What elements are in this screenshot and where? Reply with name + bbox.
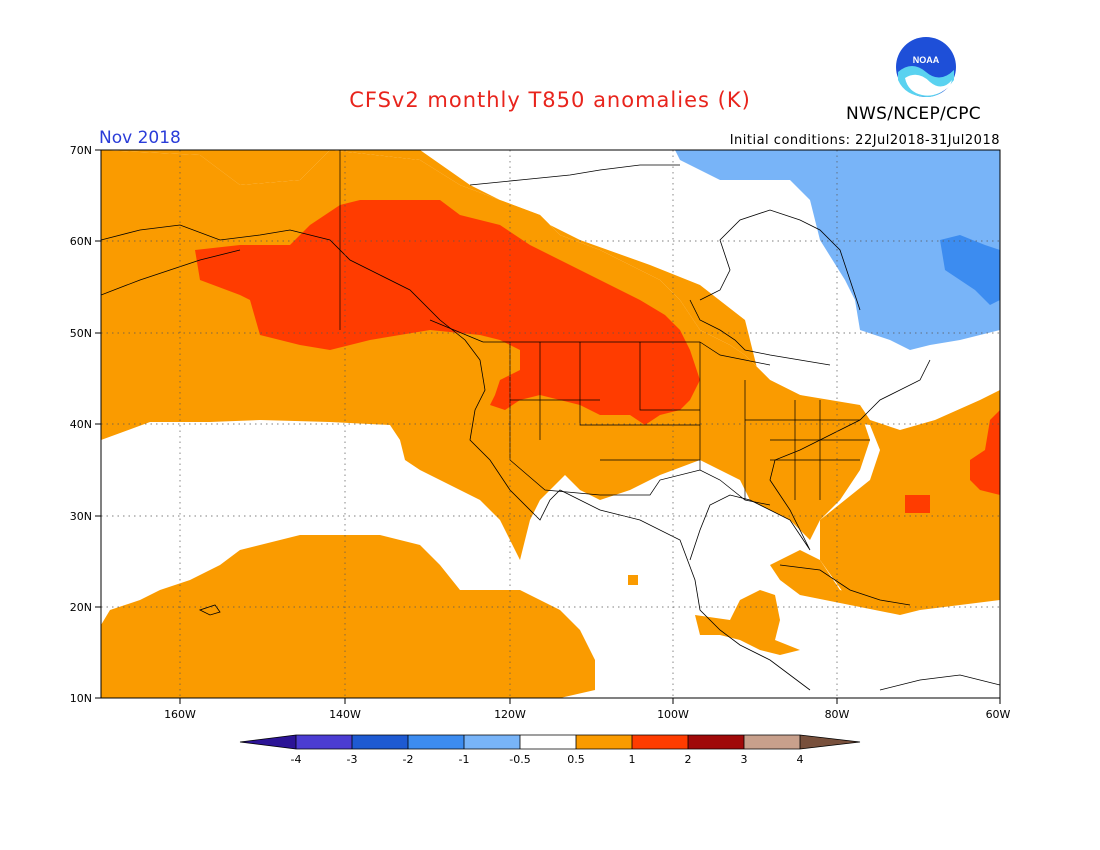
colorbar-label: -4 [291, 753, 302, 766]
anomaly-fields [101, 150, 1000, 698]
anomaly-region-orange-south [101, 535, 595, 698]
colorbar-swatch [800, 735, 860, 749]
chart-title: CFSv2 monthly T850 anomalies (K) [349, 88, 751, 112]
lat-label: 60N [70, 235, 92, 248]
lon-label: 160W [164, 708, 196, 721]
colorbar-swatch [240, 735, 296, 749]
colorbar-label: 3 [741, 753, 748, 766]
noaa-logo-text: NOAA [913, 55, 940, 65]
lon-label: 60W [986, 708, 1011, 721]
colorbar-swatch [352, 735, 408, 749]
lon-label: 140W [329, 708, 361, 721]
anomaly-region-orange-central-america [695, 590, 800, 655]
colorbar-swatch [296, 735, 352, 749]
colorbar-label: 4 [797, 753, 804, 766]
coastlines [101, 164, 1000, 691]
colorbar-label: -2 [403, 753, 414, 766]
graticule [101, 150, 1000, 698]
colorbar-swatch [408, 735, 464, 749]
anomaly-region-blue-labrador [940, 235, 1000, 305]
anomaly-region-red-atlantic [970, 410, 1000, 495]
lat-label: 30N [70, 510, 92, 523]
lon-label: 120W [494, 708, 526, 721]
lat-label: 10N [70, 692, 92, 705]
organization-label: NWS/NCEP/CPC [846, 104, 981, 124]
state-borders [339, 150, 870, 506]
lat-label: 40N [70, 418, 92, 431]
lat-label: 70N [70, 144, 92, 157]
month-label: Nov 2018 [99, 128, 181, 148]
initial-conditions-label: Initial conditions: 22Jul2018-31Jul2018 [729, 133, 1000, 148]
anomaly-region-orange-caribbean [770, 550, 920, 615]
anomaly-region-red-small [905, 495, 930, 513]
anomaly-region-lightblue-canada [675, 150, 1000, 350]
colorbar-swatch [688, 735, 744, 749]
lat-label: 50N [70, 327, 92, 340]
colorbar: -4 -3 -2 -1 -0.5 0.5 1 2 3 4 [239, 734, 861, 766]
colorbar-swatch [632, 735, 688, 749]
colorbar-label: 1 [629, 753, 636, 766]
colorbar-swatch [520, 735, 576, 749]
colorbar-label: -3 [347, 753, 358, 766]
anomaly-region-orange-main [101, 150, 870, 560]
lon-label: 100W [657, 708, 689, 721]
noaa-logo: NOAA [896, 37, 956, 98]
axis-ticks [95, 149, 1001, 704]
colorbar-swatch [744, 735, 800, 749]
colorbar-swatch [576, 735, 632, 749]
anomaly-region-red-north-america [195, 200, 700, 425]
colorbar-label: -1 [459, 753, 470, 766]
anomaly-region-orange-small [628, 575, 638, 585]
lon-label: 80W [825, 708, 850, 721]
colorbar-label: -0.5 [509, 753, 530, 766]
colorbar-label: 2 [685, 753, 692, 766]
anomaly-region-orange-north [101, 150, 1000, 610]
colorbar-swatch [464, 735, 520, 749]
colorbar-label: 0.5 [567, 753, 585, 766]
lat-label: 20N [70, 601, 92, 614]
